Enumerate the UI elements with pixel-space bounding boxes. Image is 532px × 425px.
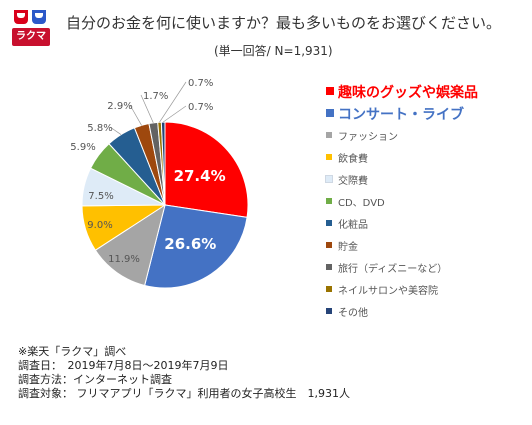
slice-label-貯金: 2.9% xyxy=(107,101,132,112)
legend-swatch xyxy=(326,87,334,95)
pie-slice-コンサート・ライブ xyxy=(144,204,248,289)
legend-swatch xyxy=(326,242,332,248)
legend-label: 化粧品 xyxy=(338,220,368,231)
legend-label: その他 xyxy=(338,308,368,319)
pie-slice-趣味のグッズや娯楽品 xyxy=(164,121,249,218)
slice-label-ファッション: 11.9% xyxy=(108,254,140,265)
notes-target: 調査対象： フリマアプリ「ラクマ」利用者の女子高校生 1,931人 xyxy=(18,387,350,400)
legend-label: CD、DVD xyxy=(338,198,385,209)
notes-method: 調査方法：インターネット調査 xyxy=(18,373,172,386)
legend-label: ネイルサロンや美容院 xyxy=(338,286,438,297)
legend-swatch xyxy=(326,198,332,204)
slice-label-飲食費: 9.0% xyxy=(87,220,112,231)
chart-title: 自分のお金を何に使いますか？最も多いものをお選びください。 xyxy=(66,14,502,32)
legend-label: 飲食費 xyxy=(338,154,368,165)
legend-label: 交際費 xyxy=(338,176,368,187)
logo-wordmark: ラクマ xyxy=(12,28,50,46)
slice-label-ネイルサロンや美容院: 0.7% xyxy=(188,78,213,89)
slice-label-趣味のグッズや娯楽品: 27.4% xyxy=(174,167,226,185)
legend-label: 貯金 xyxy=(338,242,358,253)
chart-subtitle: (単一回答/ N=1,931) xyxy=(214,44,333,58)
notes-date: 調査日： 2019年7月8日～2019年7月9日 xyxy=(18,359,229,372)
legend-swatch xyxy=(326,132,332,138)
slice-label-コンサート・ライブ: 26.6% xyxy=(164,235,216,253)
slice-label-交際費: 7.5% xyxy=(88,191,113,202)
leader-line-貯金 xyxy=(129,104,142,126)
legend-swatch xyxy=(326,220,332,226)
slice-label-化粧品: 5.8% xyxy=(87,123,112,134)
notes-source: ※楽天「ラクマ」調べ xyxy=(18,345,127,358)
pie-slice-ファッション xyxy=(94,203,166,287)
legend-label: コンサート・ライブ xyxy=(338,107,464,123)
slice-label-その他: 0.7% xyxy=(188,102,213,113)
leader-line-旅行-ディズニーなど- xyxy=(140,94,154,123)
leader-line-その他 xyxy=(162,105,187,123)
slice-label-CD-DVD: 5.9% xyxy=(70,142,95,153)
survey-notes: ※楽天「ラクマ」調べ 調査日： 2019年7月8日～2019年7月9日 調査方法… xyxy=(18,345,350,401)
leader-line-ネイルサロンや美容院 xyxy=(159,81,187,123)
legend-swatch xyxy=(326,154,332,160)
legend-swatch xyxy=(326,264,332,270)
legend-label: 趣味のグッズや娯楽品 xyxy=(338,85,478,101)
logo-cups-icon xyxy=(14,10,48,24)
legend-swatch xyxy=(326,308,332,314)
leader-line-化粧品 xyxy=(109,126,122,135)
legend-swatch xyxy=(325,175,333,183)
legend-label: 旅行（ディズニーなど） xyxy=(338,264,448,275)
legend-swatch xyxy=(326,286,332,292)
legend-label: ファッション xyxy=(338,132,398,143)
pie-slice-その他 xyxy=(160,121,166,206)
slice-label-旅行-ディズニーなど-: 1.7% xyxy=(143,91,168,102)
rakuma-logo: ラクマ xyxy=(12,10,50,48)
legend-swatch xyxy=(326,109,334,117)
